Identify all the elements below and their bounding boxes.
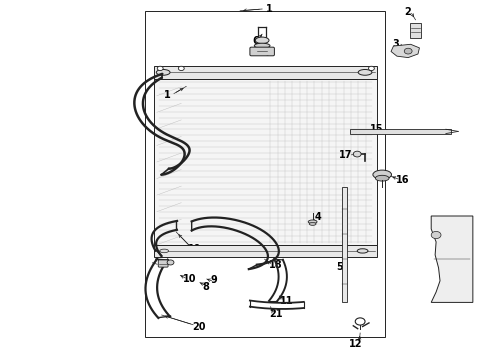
Text: 2: 2	[404, 7, 411, 17]
Text: 5: 5	[336, 262, 343, 273]
Text: 10: 10	[183, 274, 197, 284]
Ellipse shape	[357, 249, 368, 253]
Text: 1: 1	[164, 90, 171, 100]
Ellipse shape	[309, 222, 316, 225]
Text: 12: 12	[348, 339, 362, 349]
Ellipse shape	[156, 69, 170, 75]
Ellipse shape	[160, 249, 169, 253]
Ellipse shape	[308, 220, 317, 224]
Circle shape	[368, 66, 374, 71]
Text: 20: 20	[192, 321, 206, 332]
Ellipse shape	[255, 37, 269, 44]
Text: 16: 16	[396, 175, 410, 185]
Text: 13: 13	[458, 243, 471, 253]
Bar	[342, 187, 347, 302]
Ellipse shape	[375, 175, 389, 181]
Circle shape	[178, 66, 184, 71]
Bar	[410, 23, 421, 38]
Text: 8: 8	[202, 282, 209, 292]
Ellipse shape	[358, 69, 372, 75]
Text: 11: 11	[280, 296, 294, 306]
FancyBboxPatch shape	[158, 260, 168, 267]
Text: 19: 19	[188, 244, 202, 254]
Circle shape	[404, 48, 412, 54]
Ellipse shape	[254, 43, 270, 48]
Circle shape	[353, 151, 361, 157]
Bar	[154, 66, 377, 79]
Text: 1: 1	[266, 4, 273, 14]
FancyBboxPatch shape	[250, 47, 274, 56]
Text: 6: 6	[252, 36, 259, 46]
Ellipse shape	[373, 170, 392, 179]
Bar	[145, 11, 385, 337]
Text: 18: 18	[269, 260, 283, 270]
Circle shape	[167, 260, 174, 265]
Circle shape	[431, 231, 441, 239]
Bar	[154, 245, 377, 257]
Polygon shape	[431, 216, 473, 302]
Text: 7: 7	[265, 48, 271, 58]
Text: 17: 17	[339, 150, 353, 160]
Bar	[154, 79, 377, 245]
Text: 9: 9	[211, 275, 218, 285]
Polygon shape	[391, 44, 419, 58]
Text: 15: 15	[370, 124, 384, 134]
Circle shape	[157, 66, 163, 71]
Bar	[350, 129, 451, 134]
Text: 21: 21	[270, 309, 283, 319]
Text: 3: 3	[392, 39, 399, 49]
Text: 14: 14	[333, 248, 346, 258]
Text: 4: 4	[314, 212, 321, 222]
